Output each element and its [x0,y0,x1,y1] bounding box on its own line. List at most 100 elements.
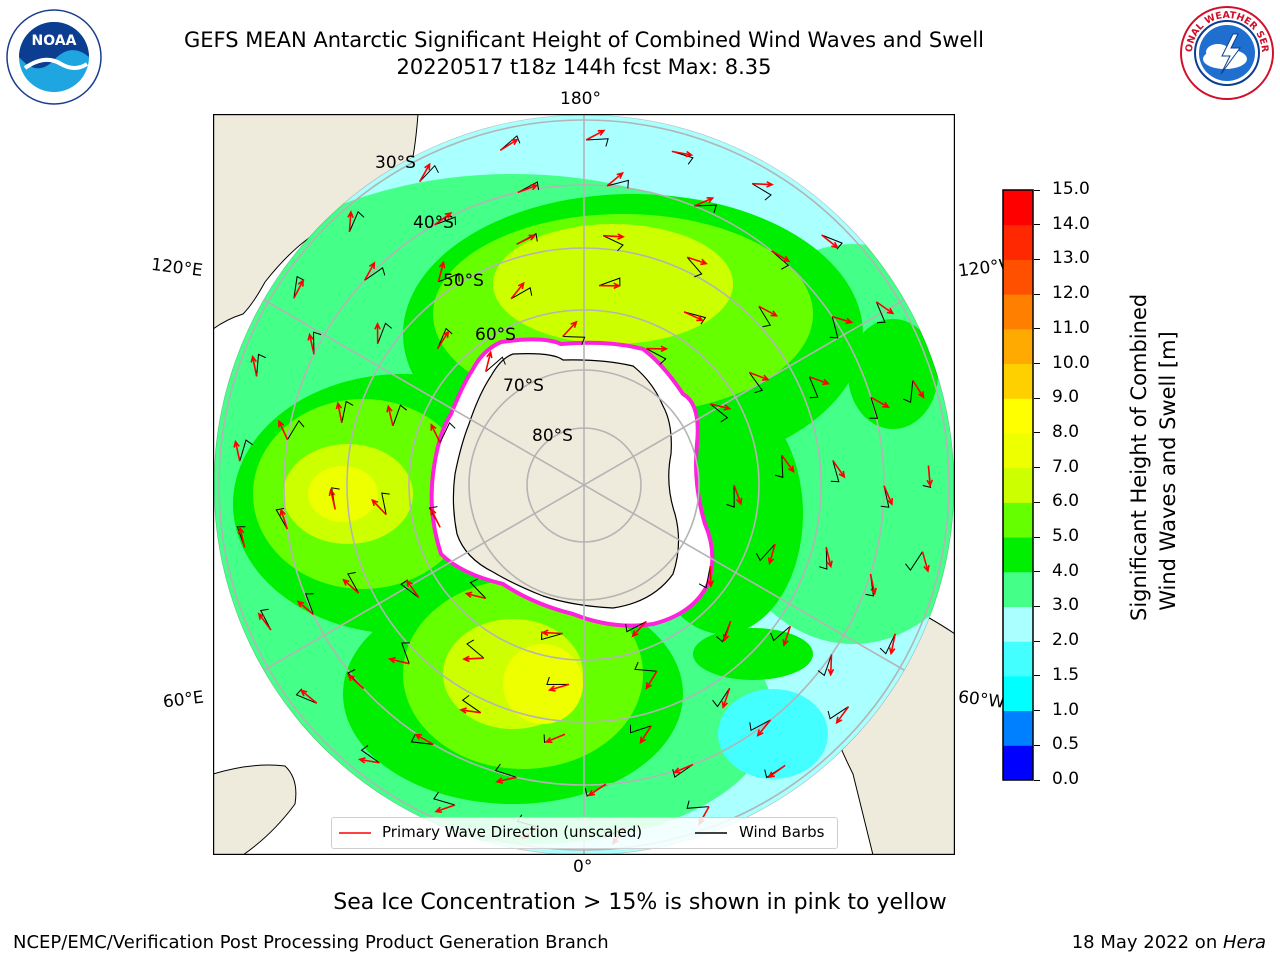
colorbar-tick-mark [1034,224,1040,226]
wave-direction-arrow [419,162,431,183]
lat-label-60s: 60°S [475,325,516,345]
wind-barb [437,327,453,349]
wind-barb [817,654,832,677]
wind-barb [630,724,652,734]
wind-barb [469,578,487,599]
wind-barb [755,543,776,562]
wave-direction-arrow [414,733,434,746]
colorbar-tick-mark [1034,675,1040,677]
wind-barb [341,400,354,424]
wind-barb [672,764,694,778]
wind-barb [295,688,317,704]
wave-direction-arrow [434,804,456,813]
colorbar-label: Significant Height of Combined Wind Wave… [1125,293,1183,621]
colorbar-tick-label: 7.0 [1052,456,1080,477]
lat-label-50s: 50°S [443,271,484,291]
wave-direction-arrow [883,485,893,506]
wind-barb [348,210,365,233]
legend-wave-label: Primary Wave Direction (unscaled) [382,823,643,841]
wind-barb [771,250,790,270]
wave-direction-arrow [278,419,289,440]
wave-direction-arrow [347,210,354,233]
colorbar-tick-label: 0.0 [1052,769,1080,789]
wave-direction-arrow [544,733,566,744]
wave-direction-arrow [752,181,774,188]
wind-barb [239,439,253,462]
wave-direction-arrow [430,507,441,528]
wave-direction-arrow [606,171,624,187]
wave-direction-arrow [825,546,833,569]
wave-direction-arrow [827,654,835,677]
footer-date: 18 May 2022 on Hera [1072,932,1266,953]
wave-direction-arrow [237,526,246,548]
wave-direction-arrow [406,579,420,598]
wind-barb [364,266,386,281]
colorbar-tick-label: 1.5 [1052,664,1080,685]
colorbar-segment [1003,259,1033,295]
wind-barb [646,348,667,365]
noaa-logo: NOAA [6,9,102,105]
wind-barb [499,135,521,151]
wind-barb [562,336,586,345]
footer-date-text: 18 May 2022 on [1071,932,1223,953]
colorbar-tick-label: 13.0 [1052,248,1090,269]
wave-direction-arrow [756,719,772,737]
wind-barb [598,277,621,287]
wave-direction-arrow [875,301,895,315]
colorbar-label-line2: Wind Waves and Swell [m] [1156,331,1180,611]
wind-barb [830,460,840,483]
wind-barb [400,579,419,598]
map-frame [213,114,955,855]
wave-direction-arrow [672,763,694,774]
wave-direction-arrow [603,233,625,240]
wind-barb [821,234,843,250]
chart-title: GEFS MEAN Antarctic Significant Height o… [183,28,985,52]
wave-direction-arrow [631,620,647,638]
wave-direction-arrow [434,212,453,226]
colorbar-label-line1: Significant Height of Combined [1127,293,1151,621]
colorbar-tick-label: 8.0 [1052,421,1080,442]
wave-direction-arrow [363,261,376,281]
wave-direction-arrow [485,350,493,372]
colorbar-tick-mark [1034,363,1040,365]
colorbar-segment [1003,328,1033,365]
colorbar-tick-label: 5.0 [1052,526,1080,547]
wave-direction-arrow [587,783,607,797]
wind-barb [304,593,314,615]
wind-barb [905,551,923,571]
wave-direction-arrow [721,687,731,709]
wind-barb [698,566,711,589]
colorbar-tick-mark [1034,710,1040,712]
wind-barb [256,353,267,377]
colorbar-segment [1003,467,1033,503]
wind-barb [694,204,717,213]
wind-barb [540,631,563,641]
wind-barb [360,745,380,764]
colorbar-segment [1003,710,1033,746]
colorbar-segment [1003,641,1033,677]
wind-barb [774,455,784,478]
wind-barb [686,256,703,278]
colorbar-segment [1003,502,1033,538]
footer-branch: NCEP/EMC/Verification Post Processing Pr… [13,932,609,953]
wave-direction-arrow [335,401,343,424]
wave-height-field [214,115,954,855]
wave-direction-arrow [328,488,336,510]
wind-barb [401,642,410,664]
wind-barb [287,419,305,440]
wave-direction-arrow [599,282,621,290]
wind-barb [875,301,886,324]
wind-barb [312,331,322,355]
wave-direction-arrow [710,403,732,411]
colorbar-tick-mark [1034,189,1040,191]
wind-barb [517,181,540,193]
wave-direction-arrow [835,706,850,725]
wind-barb [439,422,456,443]
wave-direction-arrow [459,707,481,714]
wave-direction-arrow [781,454,795,473]
wave-direction-arrow [639,725,652,745]
colorbar [1002,189,1034,781]
wind-barb [485,356,506,372]
wind-barb [827,706,849,720]
noaa-logo-text: NOAA [32,33,77,49]
